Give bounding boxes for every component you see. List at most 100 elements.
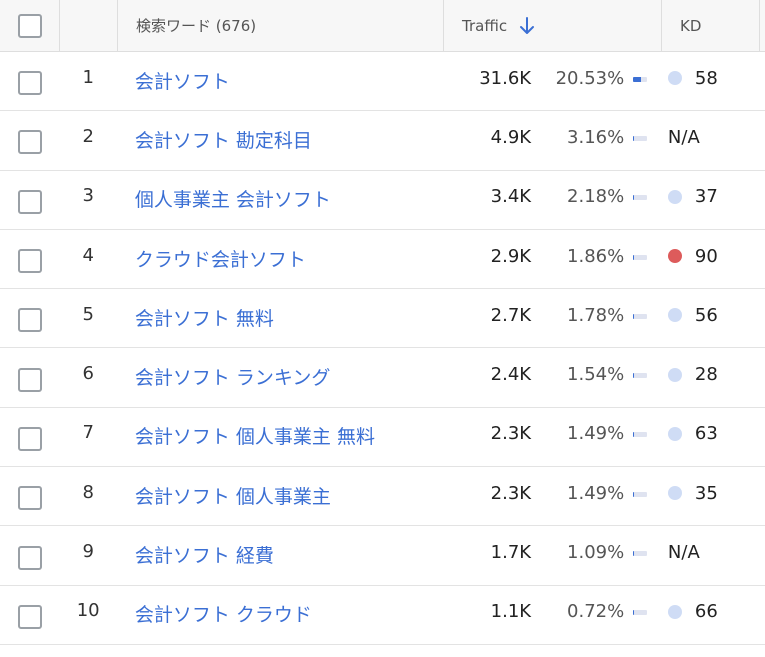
traffic-share-bar <box>633 76 648 82</box>
traffic-share-bar-fill <box>633 76 642 82</box>
row-checkbox[interactable] <box>17 71 42 96</box>
traffic-value: 3.4K <box>490 186 532 208</box>
keyword-link[interactable]: 会計ソフト 勘定科目 <box>134 129 312 152</box>
row-index: 3 <box>82 185 94 207</box>
traffic-share-bar <box>633 135 648 141</box>
traffic-share-bar <box>633 313 648 319</box>
row-checkbox[interactable] <box>17 367 42 392</box>
keyword-column-label: 検索ワード (676) <box>136 17 257 35</box>
traffic-share-bar-fill <box>633 254 635 260</box>
traffic-percent: 0.72% <box>567 601 625 623</box>
traffic-percent: 20.53% <box>555 67 625 89</box>
traffic-percent: 1.86% <box>567 245 625 267</box>
kd-cell: N/A <box>656 127 765 148</box>
row-select-cell <box>0 304 59 333</box>
traffic-percent: 2.18% <box>567 186 625 208</box>
keyword-link[interactable]: 会計ソフト ランキング <box>134 367 331 390</box>
kd-value: N/A <box>667 126 700 148</box>
traffic-value: 4.9K <box>490 126 532 148</box>
keyword-link[interactable]: 会計ソフト クラウド <box>134 604 312 627</box>
row-checkbox[interactable] <box>17 545 42 570</box>
traffic-share-bar-fill <box>633 195 635 201</box>
traffic-share-bar <box>633 610 648 616</box>
keyword-link[interactable]: 会計ソフト 経費 <box>134 545 274 568</box>
row-checkbox[interactable] <box>17 604 42 629</box>
traffic-column-header[interactable]: Traffic <box>444 0 662 51</box>
row-checkbox[interactable] <box>17 189 42 214</box>
row-index: 7 <box>82 422 94 444</box>
row-select-cell <box>0 482 59 511</box>
row-checkbox[interactable] <box>17 130 42 155</box>
row-select-cell <box>0 542 59 570</box>
row-select-cell <box>0 186 59 214</box>
traffic-share-bar <box>633 254 648 260</box>
row-index: 2 <box>82 125 94 147</box>
traffic-value: 2.3K <box>490 482 532 504</box>
table-row: 4 クラウド会計ソフト 2.9K 1.86% 90 <box>0 230 765 290</box>
row-checkbox[interactable] <box>17 249 42 274</box>
sort-descending-icon[interactable] <box>519 16 535 35</box>
kd-difficulty-dot <box>667 308 682 323</box>
traffic-share-bar-cell <box>624 432 656 438</box>
traffic-percent: 3.16% <box>567 126 625 148</box>
kd-cell: 28 <box>656 364 765 385</box>
keyword-link[interactable]: 会計ソフト 個人事業主 無料 <box>134 426 375 449</box>
kd-cell: 56 <box>656 305 765 326</box>
table-row: 2 会計ソフト 勘定科目 4.9K 3.16% N/A <box>0 111 765 171</box>
traffic-percent: 1.54% <box>567 364 625 386</box>
kd-value: 37 <box>694 186 718 208</box>
traffic-percent: 1.49% <box>567 482 625 504</box>
header-filler <box>760 0 765 51</box>
keyword-column-header[interactable]: 検索ワード (676) <box>118 0 444 51</box>
kd-cell: 37 <box>656 186 765 207</box>
row-index: 1 <box>82 66 94 88</box>
row-checkbox[interactable] <box>17 486 42 511</box>
traffic-share-bar <box>633 551 648 557</box>
row-checkbox[interactable] <box>17 426 42 451</box>
traffic-share-bar-cell <box>624 254 656 260</box>
traffic-share-bar-fill <box>633 313 635 319</box>
traffic-value: 2.9K <box>490 245 532 267</box>
kd-value: 28 <box>694 364 718 386</box>
keyword-link[interactable]: 会計ソフト 個人事業主 <box>134 485 331 508</box>
row-select-cell <box>0 601 59 629</box>
row-checkbox[interactable] <box>17 308 42 333</box>
row-index: 5 <box>82 303 94 325</box>
traffic-share-bar <box>633 432 648 438</box>
kd-value: 58 <box>694 67 718 89</box>
kd-value: 90 <box>694 245 718 267</box>
traffic-share-bar-cell <box>624 195 656 201</box>
table-row: 8 会計ソフト 個人事業主 2.3K 1.49% 35 <box>0 467 765 527</box>
table-row: 3 個人事業主 会計ソフト 3.4K 2.18% 37 <box>0 171 765 230</box>
kd-column-header[interactable]: KD <box>662 0 760 51</box>
kd-value: 66 <box>694 601 718 623</box>
keyword-link[interactable]: 会計ソフト 無料 <box>134 307 274 330</box>
traffic-value: 2.3K <box>490 423 532 445</box>
row-select-cell <box>0 423 59 451</box>
kd-difficulty-dot <box>667 486 682 501</box>
traffic-share-bar-cell <box>624 76 656 82</box>
select-all-checkbox[interactable] <box>17 13 42 38</box>
traffic-share-bar-cell <box>624 135 656 141</box>
kd-cell: 35 <box>656 483 765 504</box>
kd-cell: N/A <box>656 542 765 563</box>
kd-difficulty-dot <box>667 189 682 204</box>
row-select-cell <box>0 364 59 392</box>
kd-difficulty-dot <box>667 426 682 441</box>
traffic-percent: 1.09% <box>567 542 625 564</box>
keyword-link[interactable]: クラウド会計ソフト <box>134 248 306 271</box>
kd-cell: 58 <box>656 68 765 89</box>
row-index: 10 <box>76 600 100 622</box>
row-index: 6 <box>82 363 94 385</box>
table-body: 1 会計ソフト 31.6K 20.53% 58 2 会計ソフト 勘定科目 4.9… <box>0 52 765 645</box>
keyword-link[interactable]: 会計ソフト <box>134 70 230 93</box>
header-index-cell <box>60 0 118 51</box>
kd-cell: 63 <box>656 423 765 444</box>
traffic-share-bar-fill <box>633 491 634 497</box>
table-row: 6 会計ソフト ランキング 2.4K 1.54% 28 <box>0 348 765 408</box>
row-index: 9 <box>82 541 94 563</box>
keyword-link[interactable]: 個人事業主 会計ソフト <box>134 189 331 212</box>
table-row: 1 会計ソフト 31.6K 20.53% 58 <box>0 52 765 112</box>
traffic-percent: 1.78% <box>567 304 625 326</box>
